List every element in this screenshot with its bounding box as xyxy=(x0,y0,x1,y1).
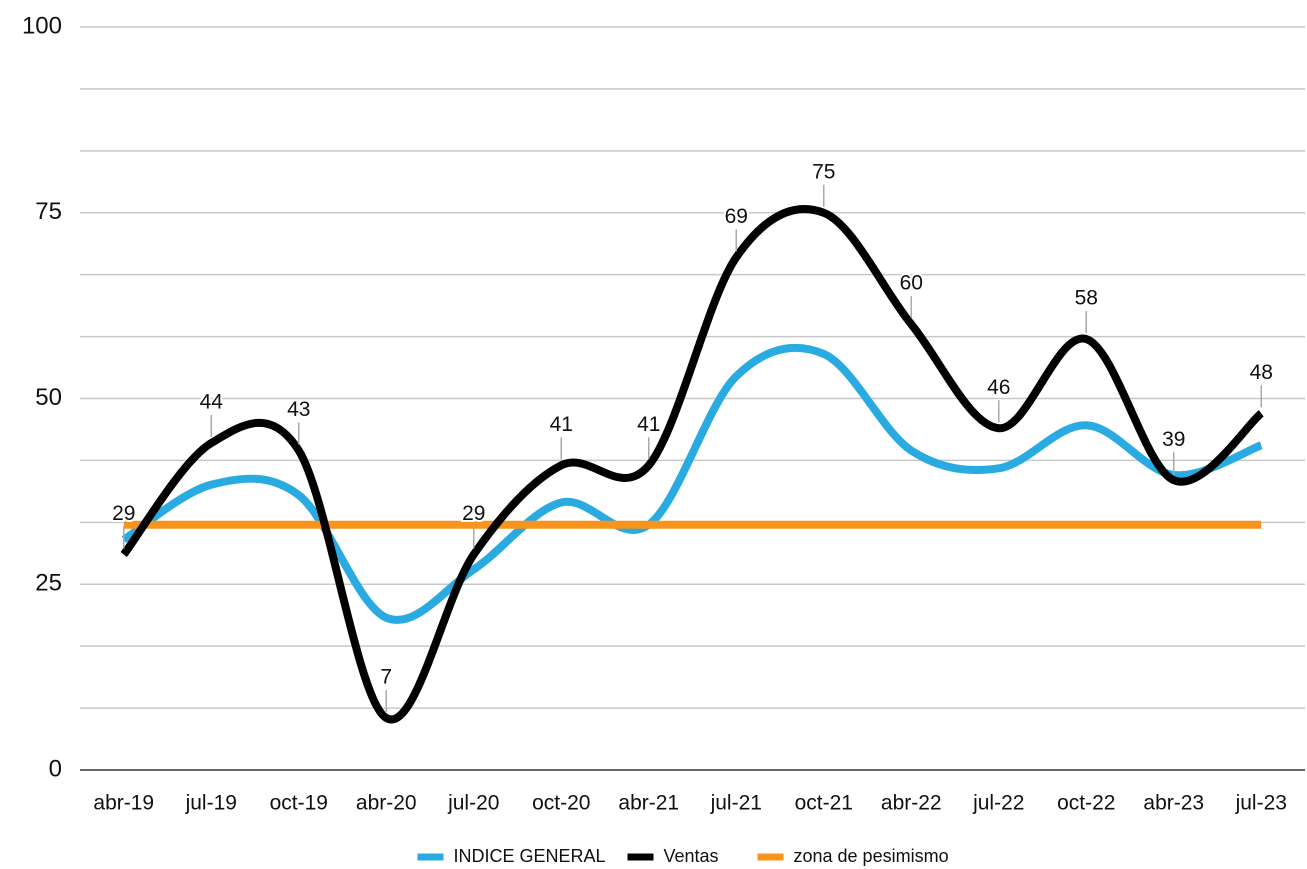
legend-label: INDICE GENERAL xyxy=(454,846,606,866)
data-label: 46 xyxy=(987,376,1010,399)
x-tick-label: abr-22 xyxy=(881,792,942,815)
data-label: 29 xyxy=(462,502,485,525)
y-tick-label: 0 xyxy=(49,755,62,782)
data-label: 39 xyxy=(1162,428,1185,451)
x-tick-label: jul-21 xyxy=(710,792,762,815)
series-line xyxy=(120,205,1264,724)
x-tick-label: abr-19 xyxy=(93,792,154,815)
data-label: 75 xyxy=(812,160,835,183)
data-label: 41 xyxy=(550,413,573,436)
y-tick-label: 75 xyxy=(35,198,62,225)
data-label: 7 xyxy=(380,666,392,689)
x-tick-label: oct-20 xyxy=(532,792,590,815)
x-tick-label: abr-23 xyxy=(1143,792,1204,815)
legend-label: zona de pesimismo xyxy=(794,846,949,866)
x-tick-label: jul-22 xyxy=(972,792,1024,815)
data-label: 48 xyxy=(1250,361,1273,384)
x-tick-label: jul-20 xyxy=(447,792,499,815)
legend-label: Ventas xyxy=(664,846,719,866)
y-tick-label: 25 xyxy=(35,570,62,597)
series-line xyxy=(121,343,1263,624)
x-tick-label: oct-21 xyxy=(795,792,853,815)
data-label: 41 xyxy=(637,413,660,436)
x-tick-label: oct-19 xyxy=(270,792,328,815)
data-label: 60 xyxy=(900,272,923,295)
y-tick-label: 50 xyxy=(35,384,62,411)
data-label: 69 xyxy=(725,205,748,228)
x-tick-label: jul-23 xyxy=(1235,792,1287,815)
data-label: 29 xyxy=(112,502,135,525)
data-label: 58 xyxy=(1075,287,1098,310)
data-label: 43 xyxy=(287,398,310,421)
x-tick-label: jul-19 xyxy=(185,792,237,815)
x-tick-label: abr-20 xyxy=(356,792,417,815)
x-tick-label: oct-22 xyxy=(1057,792,1115,815)
y-tick-label: 100 xyxy=(22,12,62,39)
x-tick-label: abr-21 xyxy=(618,792,679,815)
data-label: 44 xyxy=(200,391,224,414)
